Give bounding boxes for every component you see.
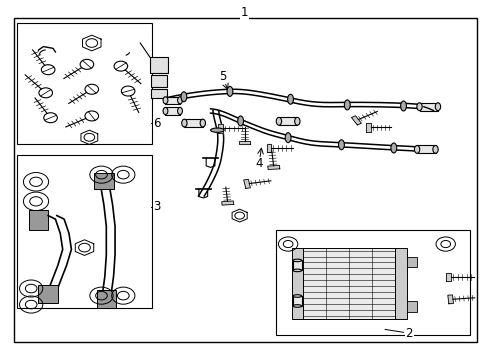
- Ellipse shape: [287, 94, 293, 104]
- Bar: [278, 117, 297, 125]
- Bar: [291, 248, 302, 319]
- Ellipse shape: [432, 145, 437, 153]
- Bar: [292, 296, 301, 306]
- Polygon shape: [447, 295, 452, 304]
- Ellipse shape: [344, 100, 349, 110]
- Ellipse shape: [181, 92, 186, 102]
- Ellipse shape: [285, 133, 290, 143]
- Text: 1: 1: [240, 6, 248, 19]
- Text: 6: 6: [153, 117, 161, 130]
- Bar: [165, 97, 180, 104]
- Bar: [165, 107, 180, 114]
- Bar: [275, 230, 469, 335]
- Bar: [97, 290, 116, 308]
- Text: 5: 5: [219, 70, 226, 83]
- Ellipse shape: [182, 119, 187, 127]
- Polygon shape: [243, 179, 250, 188]
- Text: 3: 3: [153, 200, 161, 213]
- Ellipse shape: [294, 117, 300, 125]
- Text: 2: 2: [405, 327, 412, 340]
- Ellipse shape: [177, 107, 182, 114]
- Ellipse shape: [177, 97, 182, 104]
- Bar: [39, 285, 58, 303]
- Polygon shape: [351, 116, 361, 125]
- Polygon shape: [365, 123, 370, 132]
- Bar: [151, 75, 167, 87]
- Bar: [94, 173, 113, 189]
- Bar: [29, 210, 48, 230]
- Bar: [406, 257, 416, 267]
- Ellipse shape: [163, 97, 167, 104]
- Ellipse shape: [434, 103, 440, 111]
- Bar: [406, 301, 416, 312]
- Bar: [292, 260, 301, 270]
- Ellipse shape: [390, 143, 396, 153]
- Ellipse shape: [276, 117, 281, 125]
- Polygon shape: [218, 124, 222, 133]
- Polygon shape: [266, 144, 271, 152]
- Ellipse shape: [200, 119, 205, 127]
- Polygon shape: [238, 141, 250, 144]
- Ellipse shape: [210, 128, 224, 132]
- Bar: [17, 155, 152, 308]
- Ellipse shape: [163, 107, 167, 114]
- Bar: [416, 145, 435, 153]
- Polygon shape: [221, 201, 233, 205]
- Text: 4: 4: [255, 157, 262, 171]
- Ellipse shape: [400, 101, 406, 111]
- Bar: [151, 89, 167, 98]
- Ellipse shape: [292, 295, 301, 297]
- Ellipse shape: [237, 116, 243, 126]
- Ellipse shape: [292, 305, 301, 307]
- Polygon shape: [445, 273, 449, 281]
- Polygon shape: [267, 165, 279, 170]
- Bar: [302, 248, 394, 319]
- Ellipse shape: [416, 103, 421, 111]
- Bar: [150, 57, 168, 73]
- Bar: [17, 23, 152, 144]
- Ellipse shape: [414, 145, 419, 153]
- Ellipse shape: [292, 269, 301, 272]
- Bar: [394, 248, 406, 319]
- Ellipse shape: [226, 86, 232, 96]
- Ellipse shape: [338, 140, 344, 150]
- Bar: [419, 103, 437, 111]
- Bar: [184, 119, 203, 127]
- Ellipse shape: [292, 259, 301, 262]
